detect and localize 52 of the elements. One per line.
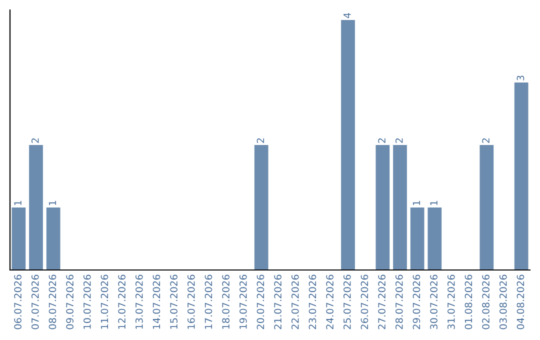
x-tick-label: 03.08.2026	[499, 274, 507, 330]
x-tick-label: 16.07.2026	[187, 274, 195, 329]
x-tick-label: 18.07.2026	[222, 274, 230, 329]
data-label: 2	[378, 138, 386, 143]
bar	[29, 145, 43, 270]
x-tick-label: 08.07.2026	[48, 274, 56, 330]
bar	[393, 145, 407, 270]
bar	[46, 208, 60, 270]
data-label: 1	[48, 200, 56, 206]
bar	[341, 20, 355, 270]
x-tick-label: 26.07.2026	[360, 274, 368, 330]
data-label: 4	[344, 12, 351, 18]
x-tick-label: 15.07.2026	[170, 274, 178, 329]
x-tick-label: 14.07.2026	[152, 274, 160, 329]
x-tick-label: 12.07.2026	[118, 274, 126, 329]
bar	[376, 145, 390, 270]
bar	[428, 208, 442, 270]
data-label: 1	[14, 200, 22, 206]
bar	[480, 145, 494, 270]
x-tick-label: 07.07.2026	[31, 274, 39, 330]
bar	[514, 82, 528, 270]
x-tick-label: 29.07.2026	[412, 274, 420, 330]
data-label: 1	[412, 200, 420, 206]
bar	[410, 208, 424, 270]
data-label: 2	[31, 138, 39, 143]
x-tick-label: 21.07.2026	[274, 274, 282, 330]
x-tick-label: 04.08.2026	[516, 274, 524, 330]
data-label: 3	[516, 76, 524, 80]
x-tick-label: 10.07.2026	[83, 274, 91, 329]
x-tick-label: 17.07.2026	[204, 274, 212, 329]
x-tick-label: 02.08.2026	[482, 274, 490, 330]
x-tick-label: 13.07.2026	[135, 274, 143, 329]
x-tick-label: 31.07.2026	[447, 274, 455, 330]
bar	[254, 145, 268, 270]
data-label: 1	[430, 200, 438, 206]
x-tick-label: 23.07.2026	[308, 274, 316, 330]
x-tick-label: 25.07.2026	[343, 274, 351, 330]
x-tick-label: 24.07.2026	[326, 274, 334, 330]
x-tick-label: 20.07.2026	[256, 274, 264, 330]
x-tick-label: 01.08.2026	[464, 274, 472, 330]
x-tick-label: 30.07.2026	[430, 274, 438, 330]
data-label: 2	[482, 138, 490, 143]
x-tick-label: 19.07.2026	[239, 274, 247, 329]
x-tick-label: 27.07.2026	[378, 274, 386, 330]
x-tick-label: 06.07.2026	[14, 274, 22, 330]
bar	[12, 208, 26, 270]
x-tick-label: 09.07.2026	[66, 274, 74, 330]
x-tick-label: 28.07.2026	[395, 274, 403, 330]
data-label: 2	[395, 138, 403, 143]
data-label: 2	[256, 138, 264, 143]
x-tick-label: 22.07.2026	[291, 274, 299, 330]
x-tick-label: 11.07.2026	[100, 274, 108, 329]
